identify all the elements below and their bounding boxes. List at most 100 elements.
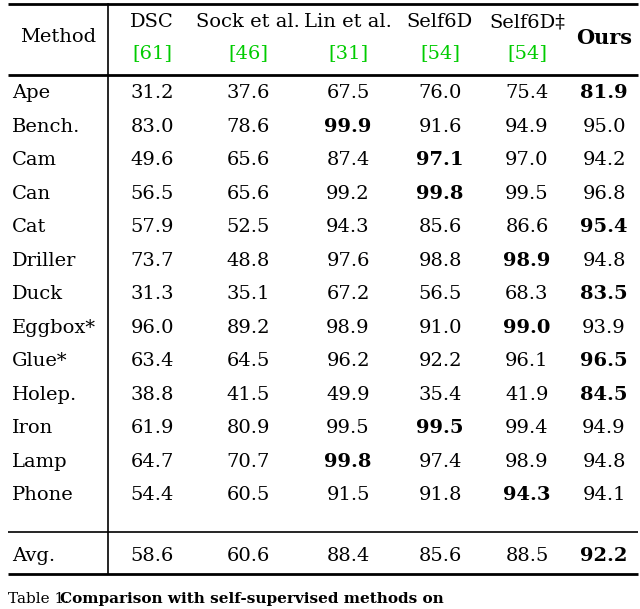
Text: 99.8: 99.8 bbox=[324, 453, 372, 471]
Text: 76.0: 76.0 bbox=[419, 85, 461, 102]
Text: 97.0: 97.0 bbox=[505, 152, 548, 169]
Text: 87.4: 87.4 bbox=[326, 152, 370, 169]
Text: Bench.: Bench. bbox=[12, 118, 81, 136]
Text: 49.9: 49.9 bbox=[326, 386, 370, 404]
Text: Cat: Cat bbox=[12, 219, 46, 236]
Text: 84.5: 84.5 bbox=[580, 386, 628, 404]
Text: 96.5: 96.5 bbox=[580, 353, 628, 370]
Text: 80.9: 80.9 bbox=[227, 420, 269, 437]
Text: 97.4: 97.4 bbox=[419, 453, 461, 471]
Text: 94.2: 94.2 bbox=[582, 152, 626, 169]
Text: 97.1: 97.1 bbox=[416, 152, 464, 169]
Text: 94.9: 94.9 bbox=[505, 118, 549, 136]
Text: 49.6: 49.6 bbox=[131, 152, 173, 169]
Text: 94.1: 94.1 bbox=[582, 487, 626, 504]
Text: 92.2: 92.2 bbox=[580, 547, 628, 565]
Text: 86.6: 86.6 bbox=[506, 219, 548, 236]
Text: 64.5: 64.5 bbox=[227, 353, 269, 370]
Text: 94.8: 94.8 bbox=[582, 252, 626, 270]
Text: 38.8: 38.8 bbox=[131, 386, 173, 404]
Text: 58.6: 58.6 bbox=[131, 547, 173, 565]
Text: 67.2: 67.2 bbox=[326, 286, 370, 303]
Text: 67.5: 67.5 bbox=[326, 85, 370, 102]
Text: 92.2: 92.2 bbox=[419, 353, 461, 370]
Text: 85.6: 85.6 bbox=[419, 547, 461, 565]
Text: 85.6: 85.6 bbox=[419, 219, 461, 236]
Text: 98.8: 98.8 bbox=[419, 252, 461, 270]
Text: Iron: Iron bbox=[12, 420, 53, 437]
Text: [31]: [31] bbox=[328, 44, 368, 62]
Text: Duck: Duck bbox=[12, 286, 63, 303]
Text: Can: Can bbox=[12, 185, 51, 203]
Text: 52.5: 52.5 bbox=[227, 219, 269, 236]
Text: 99.4: 99.4 bbox=[505, 420, 549, 437]
Text: 68.3: 68.3 bbox=[505, 286, 548, 303]
Text: 95.0: 95.0 bbox=[582, 118, 626, 136]
Text: Holep.: Holep. bbox=[12, 386, 77, 404]
Text: 57.9: 57.9 bbox=[131, 219, 173, 236]
Text: 35.1: 35.1 bbox=[227, 286, 269, 303]
Text: 91.5: 91.5 bbox=[326, 487, 370, 504]
Text: 41.9: 41.9 bbox=[505, 386, 548, 404]
Text: 98.9: 98.9 bbox=[505, 453, 549, 471]
Text: Self6D: Self6D bbox=[407, 13, 473, 32]
Text: 65.6: 65.6 bbox=[227, 185, 269, 203]
Text: 56.5: 56.5 bbox=[419, 286, 461, 303]
Text: [54]: [54] bbox=[420, 44, 460, 62]
Text: 94.9: 94.9 bbox=[582, 420, 626, 437]
Text: 91.8: 91.8 bbox=[419, 487, 461, 504]
Text: Avg.: Avg. bbox=[12, 547, 55, 565]
Text: 89.2: 89.2 bbox=[227, 319, 269, 337]
Text: 98.9: 98.9 bbox=[503, 252, 550, 270]
Text: 81.9: 81.9 bbox=[580, 85, 628, 102]
Text: 96.2: 96.2 bbox=[326, 353, 370, 370]
Text: 75.4: 75.4 bbox=[506, 85, 548, 102]
Text: 37.6: 37.6 bbox=[227, 85, 269, 102]
Text: 94.3: 94.3 bbox=[503, 487, 551, 504]
Text: 63.4: 63.4 bbox=[131, 353, 173, 370]
Text: Cam: Cam bbox=[12, 152, 57, 169]
Text: 88.4: 88.4 bbox=[326, 547, 370, 565]
Text: 88.5: 88.5 bbox=[506, 547, 548, 565]
Text: Ours: Ours bbox=[576, 27, 632, 48]
Text: Driller: Driller bbox=[12, 252, 76, 270]
Text: [54]: [54] bbox=[507, 44, 547, 62]
Text: 61.9: 61.9 bbox=[131, 420, 173, 437]
Text: Method: Method bbox=[20, 29, 96, 46]
Text: 96.0: 96.0 bbox=[131, 319, 173, 337]
Text: 60.6: 60.6 bbox=[227, 547, 269, 565]
Text: Self6D‡: Self6D‡ bbox=[489, 13, 565, 32]
Text: Glue*: Glue* bbox=[12, 353, 67, 370]
Text: 83.5: 83.5 bbox=[580, 286, 628, 303]
Text: 83.0: 83.0 bbox=[131, 118, 173, 136]
Text: DSC: DSC bbox=[130, 13, 174, 32]
Text: 99.9: 99.9 bbox=[324, 118, 372, 136]
Text: 73.7: 73.7 bbox=[131, 252, 173, 270]
Text: 99.8: 99.8 bbox=[416, 185, 464, 203]
Text: Eggbox*: Eggbox* bbox=[12, 319, 96, 337]
Text: [61]: [61] bbox=[132, 44, 172, 62]
Text: 48.8: 48.8 bbox=[227, 252, 269, 270]
Text: 96.8: 96.8 bbox=[582, 185, 626, 203]
Text: Sock et al.: Sock et al. bbox=[196, 13, 300, 32]
Text: 78.6: 78.6 bbox=[227, 118, 269, 136]
Text: 98.9: 98.9 bbox=[326, 319, 370, 337]
Text: Ape: Ape bbox=[12, 85, 50, 102]
Text: 31.2: 31.2 bbox=[131, 85, 173, 102]
Text: 70.7: 70.7 bbox=[227, 453, 269, 471]
Text: 60.5: 60.5 bbox=[227, 487, 269, 504]
Text: 97.6: 97.6 bbox=[326, 252, 370, 270]
Text: Comparison with self-supervised methods on: Comparison with self-supervised methods … bbox=[60, 592, 444, 606]
Text: Lamp: Lamp bbox=[12, 453, 68, 471]
Text: 99.2: 99.2 bbox=[326, 185, 370, 203]
Text: 96.1: 96.1 bbox=[505, 353, 548, 370]
Text: 95.4: 95.4 bbox=[580, 219, 628, 236]
Text: 99.5: 99.5 bbox=[416, 420, 464, 437]
Text: [46]: [46] bbox=[228, 44, 268, 62]
Text: 31.3: 31.3 bbox=[130, 286, 174, 303]
Text: 35.4: 35.4 bbox=[419, 386, 461, 404]
Text: 64.7: 64.7 bbox=[131, 453, 173, 471]
Text: Phone: Phone bbox=[12, 487, 74, 504]
Text: 41.5: 41.5 bbox=[227, 386, 269, 404]
Text: 93.9: 93.9 bbox=[582, 319, 626, 337]
